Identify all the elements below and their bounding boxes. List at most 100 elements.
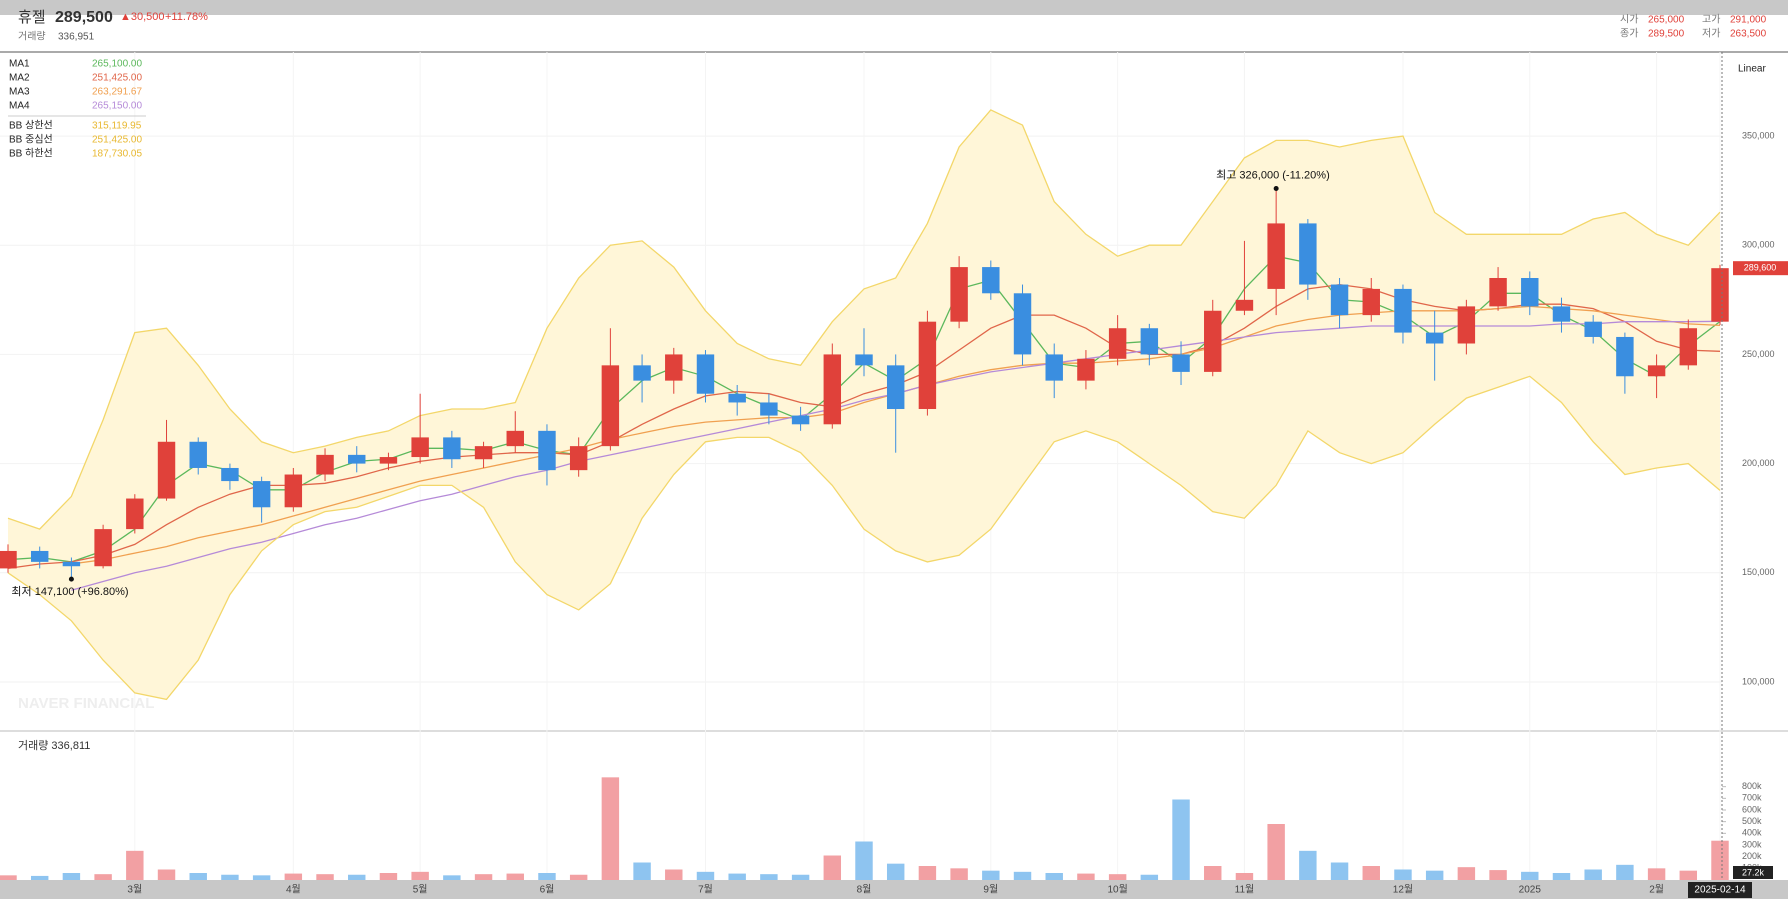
volume-bar bbox=[760, 874, 778, 880]
volume-bar bbox=[1679, 870, 1698, 880]
volume-bar bbox=[411, 871, 429, 880]
candle-body bbox=[474, 446, 493, 460]
extreme-marker bbox=[1273, 185, 1279, 191]
volume-tag-bg bbox=[1733, 866, 1773, 879]
candle-body bbox=[728, 393, 746, 403]
legend-name: MA1 bbox=[9, 59, 30, 70]
legend-name: BB 하한선 bbox=[9, 147, 53, 160]
stock-price: 289,500 bbox=[55, 9, 113, 26]
volume-bar bbox=[886, 863, 905, 880]
legend-name: MA4 bbox=[9, 101, 30, 112]
volume-bar bbox=[1045, 873, 1063, 880]
volume-bar bbox=[1267, 824, 1285, 880]
volume-tick-label: 200k bbox=[1742, 851, 1762, 861]
volume-tick-label: 400k bbox=[1742, 828, 1762, 838]
volume-bar bbox=[1711, 840, 1729, 880]
volume-bar bbox=[1172, 799, 1190, 880]
candle-body bbox=[886, 365, 905, 410]
ohlc-label: 고가 bbox=[1702, 14, 1720, 26]
candle-body bbox=[791, 415, 810, 425]
volume-bar bbox=[1425, 870, 1444, 880]
candle-body bbox=[1679, 328, 1698, 366]
x-tick-label: 5월 bbox=[413, 884, 428, 896]
candle-body bbox=[1711, 268, 1729, 322]
top-frame bbox=[0, 0, 1788, 15]
volume-bar bbox=[443, 875, 461, 880]
legend-value: 187,730.05 bbox=[92, 149, 142, 160]
candle-body bbox=[1077, 358, 1095, 381]
y-tick-label: 250,000 bbox=[1742, 349, 1775, 359]
price-change-pct: +11.78% bbox=[165, 11, 208, 23]
volume-bar bbox=[1204, 866, 1222, 880]
candle-body bbox=[62, 561, 81, 567]
candle-body bbox=[1362, 288, 1380, 316]
volume-bar bbox=[1108, 874, 1127, 880]
candle-body bbox=[1457, 306, 1476, 344]
ohlc-value: 265,000 bbox=[1648, 15, 1685, 26]
candle-body bbox=[1013, 293, 1032, 355]
volume-bar bbox=[918, 866, 937, 880]
volume-bar bbox=[284, 873, 303, 880]
y-tick-label: 350,000 bbox=[1742, 130, 1775, 140]
price-change: ▲30,500 bbox=[120, 11, 165, 23]
candle-body bbox=[1299, 223, 1317, 285]
volume-bar bbox=[1362, 866, 1380, 880]
candle-body bbox=[1521, 278, 1539, 307]
volume-bar bbox=[569, 874, 588, 880]
volume-tick-label: 700k bbox=[1742, 793, 1762, 803]
volume-bar bbox=[157, 869, 176, 880]
candle-body bbox=[665, 354, 683, 381]
candle-body bbox=[252, 481, 271, 508]
scale-toggle[interactable]: Linear bbox=[1738, 64, 1766, 75]
volume-bar bbox=[601, 777, 620, 880]
extreme-label: 최고 326,000 (-11.20%) bbox=[1216, 168, 1330, 181]
volume-panel-title: 거래량 336,811 bbox=[18, 739, 90, 752]
candle-body bbox=[30, 550, 49, 562]
volume-bar bbox=[823, 855, 842, 880]
volume-bar bbox=[1616, 864, 1634, 880]
candle-body bbox=[126, 498, 144, 530]
candle-body bbox=[601, 365, 620, 447]
candle-body bbox=[443, 437, 461, 460]
volume-bar bbox=[1140, 874, 1159, 880]
candle-body bbox=[221, 467, 239, 482]
legend-value: 251,425.00 bbox=[92, 73, 142, 84]
candle-body bbox=[1584, 321, 1602, 337]
x-tick-label: 4월 bbox=[286, 884, 301, 896]
ohlc-label: 종가 bbox=[1620, 28, 1638, 40]
legend-name: BB 상한선 bbox=[9, 120, 53, 132]
candle-body bbox=[950, 267, 968, 322]
volume-bar bbox=[633, 862, 651, 880]
candle-body bbox=[1108, 328, 1127, 359]
bollinger-line bbox=[7, 375, 1721, 701]
candle-body bbox=[760, 402, 778, 416]
candle-body bbox=[823, 354, 842, 425]
volume-bar bbox=[1235, 873, 1254, 880]
volume-bar bbox=[1584, 869, 1602, 880]
volume-tick-label: 800k bbox=[1742, 781, 1762, 791]
volume-bar bbox=[791, 874, 810, 880]
candle-body bbox=[633, 365, 651, 381]
volume-bar bbox=[665, 869, 683, 880]
y-tick-label: 300,000 bbox=[1742, 240, 1775, 250]
volume-bar bbox=[316, 874, 334, 880]
legend-value: 251,425.00 bbox=[92, 135, 142, 146]
volume-tag: 27.2k bbox=[1742, 867, 1765, 877]
ohlc-value: 291,000 bbox=[1730, 15, 1767, 26]
candle-body bbox=[1489, 278, 1507, 307]
ohlc-value: 263,500 bbox=[1730, 29, 1767, 40]
candle-body bbox=[94, 529, 112, 567]
candle-body bbox=[157, 441, 176, 499]
price-tag: 289,600 bbox=[1744, 263, 1777, 273]
x-tick-label: 2월 bbox=[1649, 884, 1664, 896]
legend-value: 265,150.00 bbox=[92, 101, 142, 112]
candle-body bbox=[1235, 299, 1254, 311]
volume-bar bbox=[728, 873, 746, 880]
candle-body bbox=[506, 430, 524, 447]
volume-bar bbox=[1330, 862, 1349, 880]
y-tick-label: 100,000 bbox=[1742, 676, 1775, 686]
x-tick-label: 12월 bbox=[1393, 884, 1413, 896]
candle-body bbox=[1552, 306, 1571, 322]
y-tick-label: 150,000 bbox=[1742, 567, 1775, 577]
candle-body bbox=[1045, 354, 1063, 381]
